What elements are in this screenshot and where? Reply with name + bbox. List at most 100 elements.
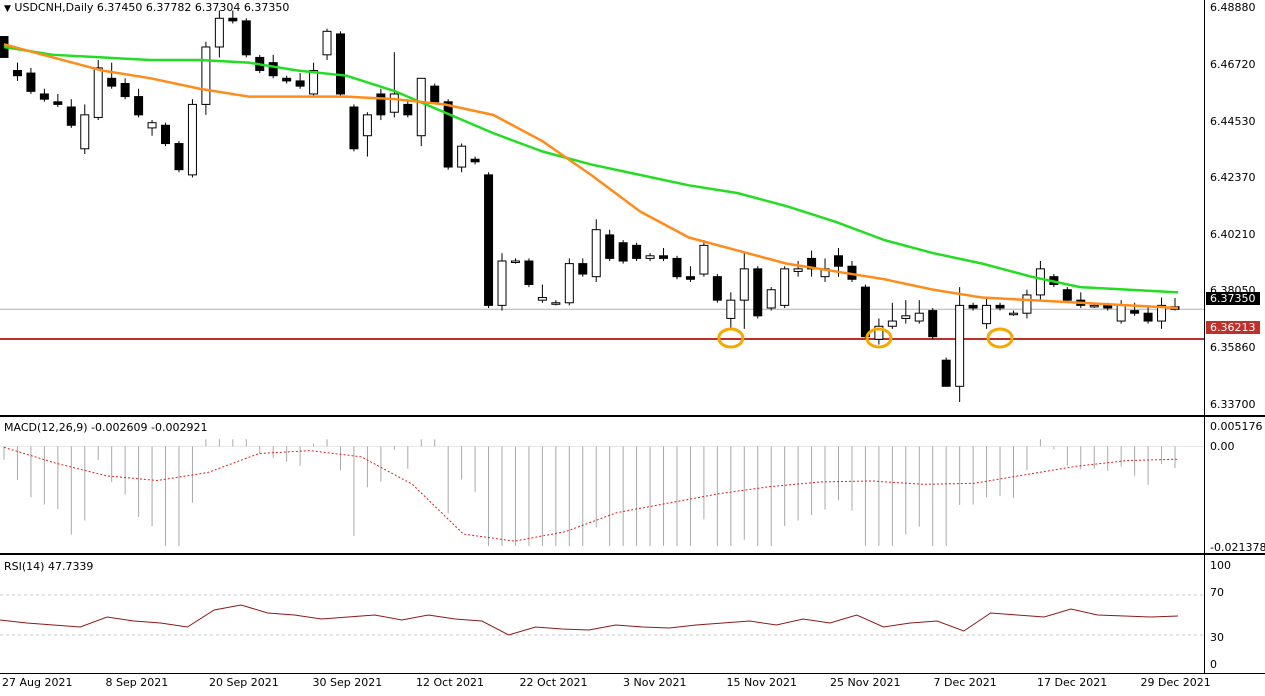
bear-candle bbox=[685, 276, 695, 280]
bear-candle bbox=[1103, 304, 1113, 309]
bull-candle bbox=[187, 103, 197, 176]
price-tick-label: 6.33700 bbox=[1210, 397, 1256, 411]
bear-candle bbox=[349, 106, 359, 150]
bear-candle bbox=[860, 286, 870, 338]
bear-candle bbox=[120, 83, 130, 98]
bull-candle bbox=[1008, 312, 1018, 316]
support-price-box: 6.36213 bbox=[1206, 321, 1260, 334]
bull-candle bbox=[793, 268, 803, 272]
price-chart[interactable] bbox=[0, 0, 1204, 415]
bull-candle bbox=[537, 297, 547, 301]
symbol-ohlc: USDCNH,Daily 6.37450 6.37782 6.37304 6.3… bbox=[14, 1, 290, 14]
bull-candle bbox=[1089, 304, 1099, 308]
bull-candle bbox=[901, 315, 911, 319]
bull-candle bbox=[551, 302, 561, 305]
bear-candle bbox=[524, 260, 534, 285]
bear-candle bbox=[834, 255, 844, 267]
bull-candle bbox=[457, 145, 467, 168]
bear-candle bbox=[430, 85, 440, 103]
bear-candle bbox=[403, 103, 413, 116]
date-label: 17 Dec 2021 bbox=[1037, 676, 1108, 689]
bear-candle bbox=[1130, 310, 1140, 314]
bull-candle bbox=[645, 255, 655, 259]
bull-candle bbox=[874, 325, 884, 340]
price-axis bbox=[1204, 0, 1265, 415]
bull-candle bbox=[887, 320, 897, 327]
rsi-tick-100: 100 bbox=[1210, 559, 1231, 572]
macd-axis bbox=[1204, 417, 1265, 553]
bull-candle bbox=[1022, 294, 1032, 314]
price-tick-label: 6.35860 bbox=[1210, 341, 1256, 355]
bull-candle bbox=[322, 30, 332, 56]
rsi-axis bbox=[1204, 555, 1265, 673]
rsi-tick-70: 70 bbox=[1210, 586, 1224, 599]
bear-candle bbox=[295, 80, 305, 87]
price-tick-label: 6.48880 bbox=[1210, 1, 1256, 15]
bull-candle bbox=[766, 289, 776, 309]
bear-candle bbox=[484, 174, 494, 306]
bear-candle bbox=[66, 106, 76, 126]
price-chart-pane[interactable]: ▼ USDCNH,Daily 6.37450 6.37782 6.37304 6… bbox=[0, 0, 1204, 415]
pane-separator[interactable] bbox=[0, 415, 1265, 417]
price-tick-label: 6.42370 bbox=[1210, 171, 1256, 185]
bear-candle bbox=[268, 62, 278, 77]
bull-candle bbox=[564, 263, 574, 304]
fast-moving-average bbox=[3, 43, 1179, 310]
bear-candle bbox=[578, 263, 588, 275]
time-axis-line bbox=[0, 673, 1265, 674]
bull-candle bbox=[510, 260, 520, 264]
current-price-box: 6.37350 bbox=[1206, 292, 1260, 305]
bull-candle bbox=[389, 93, 399, 113]
bear-candle bbox=[241, 20, 251, 56]
bear-candle bbox=[618, 242, 628, 262]
bear-candle bbox=[335, 33, 345, 95]
date-label: 27 Aug 2021 bbox=[2, 676, 73, 689]
bear-candle bbox=[672, 257, 682, 278]
date-label: 12 Oct 2021 bbox=[416, 676, 485, 689]
bull-candle bbox=[201, 46, 211, 105]
date-label: 30 Sep 2021 bbox=[312, 676, 383, 689]
bear-candle bbox=[928, 310, 938, 338]
slow-moving-average bbox=[3, 45, 1179, 294]
bull-candle bbox=[1157, 304, 1167, 322]
support-touch-circle bbox=[717, 327, 745, 349]
pane-separator[interactable] bbox=[0, 553, 1265, 555]
bear-candle bbox=[753, 268, 763, 317]
rsi-chart[interactable] bbox=[0, 555, 1204, 673]
macd-pane[interactable]: MACD(12,26,9) -0.002609 -0.002921 bbox=[0, 417, 1204, 553]
bear-candle bbox=[605, 234, 615, 259]
rsi-pane[interactable]: RSI(14) 47.7339 bbox=[0, 555, 1204, 673]
bull-candle bbox=[914, 312, 924, 322]
macd-tick-top: 0.005176 bbox=[1210, 420, 1263, 433]
bear-candle bbox=[39, 93, 49, 100]
price-tick-label: 6.40210 bbox=[1210, 227, 1256, 241]
bull-candle bbox=[1116, 304, 1126, 322]
bull-candle bbox=[147, 122, 157, 129]
bear-candle bbox=[161, 124, 171, 145]
bear-candle bbox=[376, 93, 386, 116]
date-label: 3 Nov 2021 bbox=[623, 676, 687, 689]
bear-candle bbox=[632, 244, 642, 259]
bull-candle bbox=[591, 229, 601, 278]
rsi-header: RSI(14) 47.7339 bbox=[4, 560, 94, 573]
bull-candle bbox=[739, 268, 749, 301]
date-label: 7 Dec 2021 bbox=[933, 676, 997, 689]
dropdown-triangle-icon[interactable]: ▼ bbox=[4, 4, 11, 14]
bull-candle bbox=[93, 67, 103, 118]
bull-candle bbox=[416, 77, 426, 137]
bear-candle bbox=[1143, 312, 1153, 322]
bull-candle bbox=[1035, 268, 1045, 296]
rsi-tick-30: 30 bbox=[1210, 631, 1224, 644]
bull-candle bbox=[80, 114, 90, 150]
macd-chart[interactable] bbox=[0, 417, 1204, 553]
bear-candle bbox=[443, 101, 453, 168]
support-touch-circle bbox=[986, 327, 1014, 349]
bull-candle bbox=[699, 244, 709, 275]
bull-candle bbox=[726, 299, 736, 319]
bear-candle bbox=[282, 77, 292, 82]
date-label: 22 Oct 2021 bbox=[519, 676, 588, 689]
bear-candle bbox=[174, 143, 184, 171]
chart-header: ▼ USDCNH,Daily 6.37450 6.37782 6.37304 6… bbox=[4, 1, 289, 14]
bear-candle bbox=[53, 101, 63, 105]
bear-candle bbox=[712, 276, 722, 301]
